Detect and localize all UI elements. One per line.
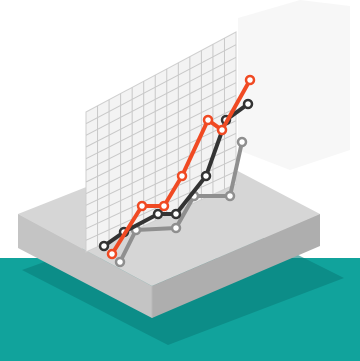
series-orange (106, 74, 256, 260)
faint-panel (238, 0, 350, 170)
grid-line-horizontal (85, 69, 237, 148)
series-point-orange (136, 200, 148, 212)
series-point-grey (236, 136, 248, 148)
grid-lines (85, 38, 237, 247)
grid-line-horizontal (85, 132, 237, 206)
grid-line-horizontal (85, 56, 237, 136)
series-point-orange (202, 114, 214, 126)
series-point-grey (170, 222, 182, 234)
grid-line-horizontal (85, 82, 237, 160)
series-point-orange (176, 170, 188, 182)
series-point-orange (158, 200, 170, 212)
grid-line-horizontal (85, 120, 237, 195)
grid-line-horizontal (85, 44, 237, 125)
series-point-grey (224, 190, 236, 202)
platform-front-right (152, 214, 320, 318)
series-point-dark (242, 98, 254, 110)
series-point-dark (200, 170, 212, 182)
series-point-orange (216, 124, 228, 136)
series-point-dark (152, 208, 164, 220)
grid-line-horizontal (85, 158, 237, 230)
series-point-grey (114, 256, 126, 268)
series-layer (98, 74, 256, 268)
series-point-orange (106, 248, 118, 260)
series-point-orange (244, 74, 256, 86)
grid-line-horizontal (85, 94, 237, 171)
series-point-dark (98, 240, 110, 252)
platform-front-left (18, 214, 152, 318)
series-point-dark (170, 208, 182, 220)
series-line-grey (118, 140, 244, 264)
